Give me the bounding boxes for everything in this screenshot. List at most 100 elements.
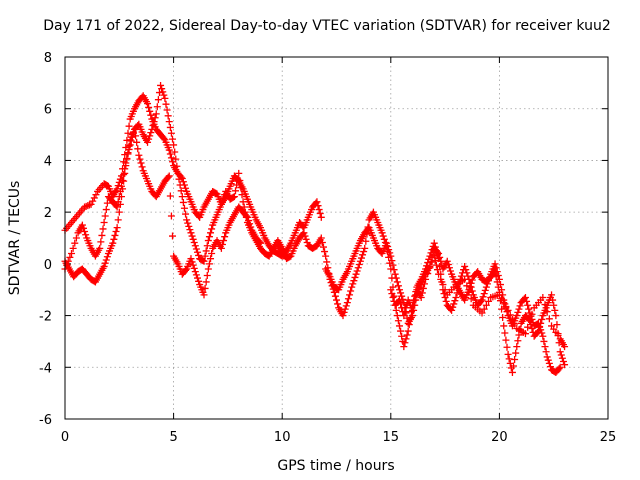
data-point: [526, 317, 534, 325]
series-track-f: [387, 252, 569, 351]
data-point: [66, 253, 74, 261]
data-point: [166, 192, 174, 200]
data-point: [170, 141, 178, 149]
data-point: [551, 306, 559, 314]
data-point: [503, 308, 511, 316]
data-point: [386, 249, 394, 257]
data-point: [166, 150, 174, 158]
data-point: [183, 216, 191, 224]
data-point: [313, 198, 321, 206]
data-point: [136, 155, 144, 163]
data-point: [508, 315, 516, 323]
data-point: [134, 145, 142, 153]
data-point: [400, 343, 408, 351]
data-point: [360, 248, 368, 256]
data-point: [512, 349, 520, 357]
data-point: [149, 122, 157, 130]
data-point: [545, 359, 553, 367]
data-point: [402, 335, 410, 343]
data-point: [78, 221, 86, 229]
data-point: [449, 303, 457, 311]
data-point: [351, 273, 359, 281]
data-point: [556, 348, 564, 356]
data-point: [238, 191, 246, 199]
data-point: [439, 281, 447, 289]
data-point: [90, 194, 98, 202]
data-point: [561, 343, 569, 351]
data-point: [192, 271, 200, 279]
data-point: [430, 252, 438, 260]
data-point: [493, 278, 501, 286]
data-point: [411, 296, 419, 304]
data-point: [542, 348, 550, 356]
data-point: [164, 112, 172, 120]
data-point: [208, 225, 216, 233]
data-point: [523, 297, 531, 305]
data-point: [98, 231, 106, 239]
data-point: [167, 129, 175, 137]
data-point: [122, 162, 130, 170]
data-point: [120, 171, 128, 179]
data-point: [382, 239, 390, 247]
data-point: [137, 159, 145, 167]
data-point: [187, 229, 195, 237]
data-point: [395, 322, 403, 330]
data-point: [103, 199, 111, 207]
data-point: [191, 242, 199, 250]
data-point: [410, 301, 418, 309]
data-point: [555, 365, 563, 373]
data-point: [543, 353, 551, 361]
data-point: [339, 312, 347, 320]
data-point: [71, 239, 79, 247]
data-point: [79, 224, 87, 232]
data-point: [147, 111, 155, 119]
data-point: [419, 284, 427, 292]
data-point: [150, 118, 158, 126]
series-track-e: [322, 224, 569, 376]
data-point: [255, 238, 263, 246]
data-point: [317, 234, 325, 242]
y-tick-label: 8: [44, 51, 52, 66]
data-point: [302, 235, 310, 243]
y-tick-label: 0: [44, 258, 52, 273]
data-point: [114, 216, 122, 224]
data-point: [131, 125, 139, 133]
data-point: [188, 232, 196, 240]
data-point: [492, 273, 500, 281]
data-point: [207, 255, 215, 263]
data-point: [355, 261, 363, 269]
data-point: [442, 297, 450, 305]
data-point: [354, 264, 362, 272]
data-point: [353, 267, 361, 275]
data-point: [132, 132, 140, 140]
data-point: [395, 296, 403, 304]
data-point: [187, 255, 195, 263]
data-point: [395, 286, 403, 294]
data-marks: [61, 81, 569, 376]
data-point: [167, 154, 175, 162]
data-point: [559, 357, 567, 365]
data-point: [230, 193, 238, 201]
data-point: [359, 251, 367, 259]
data-point: [385, 246, 393, 254]
data-point: [400, 312, 408, 320]
data-point: [68, 250, 76, 258]
data-point: [151, 114, 159, 122]
data-point: [539, 293, 547, 301]
data-point: [101, 259, 109, 267]
data-point: [182, 184, 190, 192]
data-point: [138, 163, 146, 171]
data-point: [120, 177, 128, 185]
data-point: [184, 219, 192, 227]
data-point: [167, 212, 175, 220]
data-point: [133, 138, 141, 146]
data-point: [394, 282, 402, 290]
data-point: [424, 270, 432, 278]
data-point: [513, 343, 521, 351]
data-point: [478, 309, 486, 317]
y-tick-label: 2: [44, 206, 52, 221]
data-point: [481, 286, 489, 294]
data-point: [510, 362, 518, 370]
data-point: [348, 283, 356, 291]
